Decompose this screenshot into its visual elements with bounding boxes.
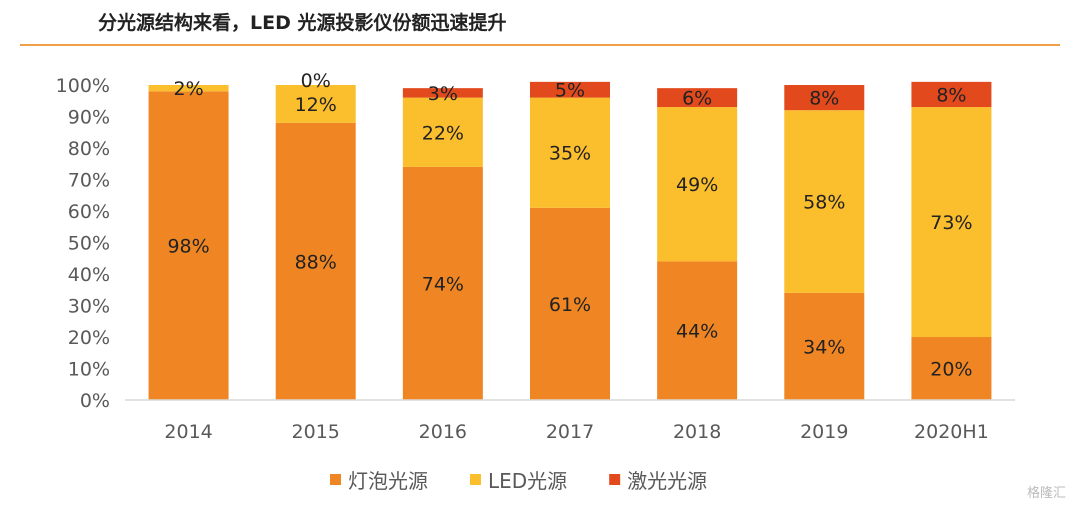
y-tick-label: 80% [68, 138, 110, 160]
bar-segment [402, 88, 483, 98]
bar-segment [784, 110, 865, 293]
x-tick-label: 2020H1 [914, 421, 989, 443]
data-label: 6% [682, 88, 712, 110]
x-tick-label: 2017 [546, 421, 594, 443]
data-label: 73% [930, 212, 972, 234]
bar-segment [911, 81, 992, 108]
x-tick-label: 2019 [800, 421, 848, 443]
data-label: 98% [167, 236, 209, 258]
y-tick-label: 40% [68, 264, 110, 286]
data-label: 34% [803, 336, 845, 358]
data-label: 22% [422, 122, 464, 144]
legend-swatch [470, 474, 481, 485]
data-label: 20% [930, 359, 972, 381]
legend-swatch [609, 474, 621, 485]
y-tick-label: 70% [68, 170, 110, 192]
data-label: 35% [549, 143, 591, 165]
data-label: 12% [295, 94, 337, 116]
data-label: 74% [422, 273, 464, 295]
y-tick-label: 30% [68, 296, 110, 318]
x-tick-label: 2015 [292, 421, 340, 443]
bar-segment [275, 85, 356, 123]
x-tick-label: 2018 [673, 421, 721, 443]
bar-segment [657, 261, 738, 400]
y-tick-label: 10% [68, 359, 110, 381]
data-label: 5% [555, 80, 585, 102]
title-bar [20, 0, 1060, 46]
watermark: 格隆汇 [1026, 486, 1066, 501]
y-tick-label: 90% [68, 107, 110, 129]
data-label: 44% [676, 321, 718, 343]
bar-segment [657, 88, 738, 108]
data-label: 2% [173, 78, 203, 100]
data-label: 8% [936, 84, 966, 106]
bar-segment [530, 97, 610, 208]
chart-title: 分光源结构来看，LED 光源投影仪份额迅速提升 [98, 12, 507, 34]
bar-segment [530, 207, 610, 400]
legend-label: LED光源 [488, 469, 567, 493]
bar-segment [275, 122, 356, 401]
y-tick-label: 50% [68, 233, 110, 255]
x-tick-label: 2016 [419, 421, 467, 443]
bar-segment [911, 107, 992, 337]
data-label: 61% [549, 294, 591, 316]
y-tick-label: 20% [68, 327, 110, 349]
bar-segment [530, 81, 610, 98]
bar-segment [911, 337, 992, 400]
bar-segment [657, 107, 738, 262]
data-label: 49% [676, 174, 718, 196]
y-tick-label: 60% [68, 201, 110, 223]
data-label: 58% [803, 192, 845, 214]
y-tick-label: 0% [80, 390, 110, 412]
legend-swatch [330, 474, 341, 485]
y-tick-label: 100% [56, 75, 110, 97]
bar-segment [784, 292, 865, 400]
data-label: 8% [809, 88, 839, 110]
bar-segment [784, 85, 865, 111]
data-label: 0% [301, 70, 331, 92]
bar-segment [148, 91, 229, 401]
data-label: 88% [295, 251, 337, 273]
legend-label: 激光光源 [627, 469, 707, 493]
bar-segment [148, 85, 229, 92]
bar-segment [402, 97, 483, 167]
legend-label: 灯泡光源 [348, 469, 428, 493]
data-label: 3% [428, 83, 458, 105]
x-tick-label: 2014 [164, 421, 212, 443]
bar-segment [402, 166, 483, 400]
